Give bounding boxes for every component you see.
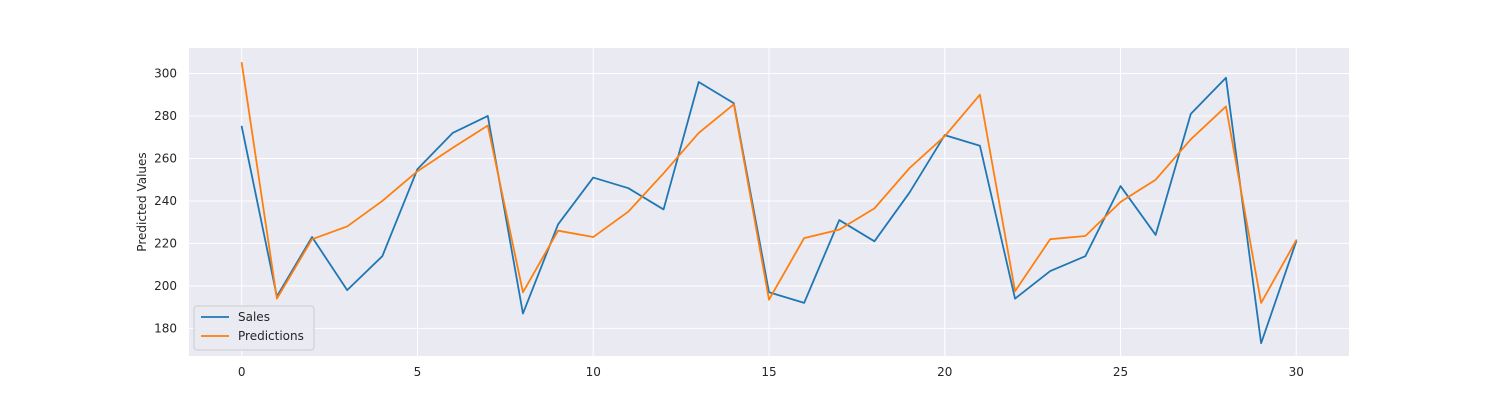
y-tick-label: 180 xyxy=(154,321,177,335)
y-tick-label: 260 xyxy=(154,151,177,165)
y-axis-label: Predicted Values xyxy=(135,152,149,251)
y-tick-label: 280 xyxy=(154,109,177,123)
series-line-sales xyxy=(240,76,1298,345)
y-axis-ticks: 180 200 220 240 260 280 300 xyxy=(154,66,177,335)
legend: Sales Predictions xyxy=(193,305,315,351)
series-lines xyxy=(240,61,1298,345)
y-tick-label: 220 xyxy=(154,236,177,250)
legend-label-predictions: Predictions xyxy=(238,329,304,343)
x-tick-label: 25 xyxy=(1113,365,1128,379)
y-tick-label: 200 xyxy=(154,279,177,293)
series-line-predictions xyxy=(240,61,1298,304)
x-tick-label: 20 xyxy=(937,365,952,379)
legend-label-sales: Sales xyxy=(238,310,270,324)
x-axis-ticks: 0 5 10 15 20 25 30 xyxy=(238,365,1304,379)
x-tick-label: 10 xyxy=(586,365,601,379)
y-tick-label: 240 xyxy=(154,194,177,208)
x-tick-label: 15 xyxy=(761,365,776,379)
x-tick-label: 30 xyxy=(1289,365,1304,379)
y-tick-label: 300 xyxy=(154,66,177,80)
x-tick-label: 0 xyxy=(238,365,246,379)
x-tick-label: 5 xyxy=(414,365,422,379)
